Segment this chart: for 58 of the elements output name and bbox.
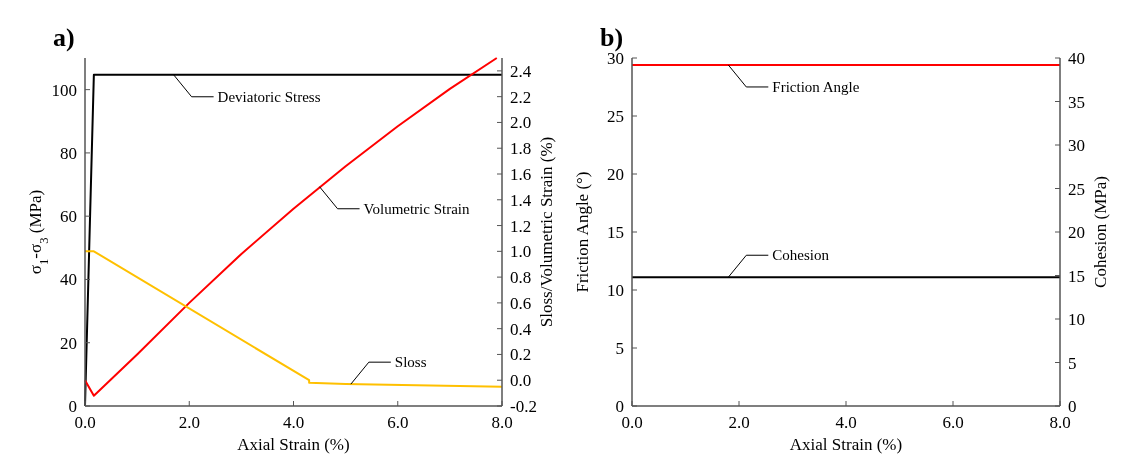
y-tick-label: 25	[607, 107, 624, 126]
annotation: Volumetric Strain	[363, 200, 471, 217]
y2-tick-label: 5	[1068, 353, 1077, 373]
y2-axis-title: Cohesion (MPa)	[1091, 176, 1110, 288]
annotation: Cohesion	[772, 247, 830, 264]
y2-tick-label: 1.4	[510, 190, 532, 210]
annotation: Deviatoric Stress	[217, 88, 321, 105]
y2-tick-label: -0.2	[510, 397, 537, 416]
line-series	[84, 250, 503, 388]
y2-tick-label: 0.0	[510, 371, 532, 391]
x-axis-title: Axial Strain (%)	[237, 435, 350, 454]
y2-axis-title: Sloss/Volumetric Strain (%)	[537, 136, 556, 328]
x-tick-label: 6.0	[387, 413, 409, 432]
y-tick-label: 0	[615, 397, 624, 416]
y2-tick-label: 35	[1068, 92, 1085, 112]
y2-tick-label: 40	[1068, 49, 1085, 68]
y2-tick-label: 30	[1068, 136, 1085, 155]
y2-tick-label: 1.0	[510, 242, 532, 262]
x-tick-label: 2.0	[178, 413, 200, 432]
x-tick-label: 2.0	[728, 413, 750, 432]
chart-title: b)	[600, 23, 624, 52]
y2-tick-label: 15	[1068, 266, 1085, 286]
x-tick-label: 0.0	[74, 413, 96, 432]
y2-tick-label: 2.4	[510, 61, 532, 81]
x-tick-label: 8.0	[491, 413, 513, 432]
y-tick-label: 15	[607, 223, 624, 242]
y-tick-label: 20	[60, 333, 77, 353]
y2-tick-label: 10	[1068, 310, 1085, 329]
x-axis-title: Axial Strain (%)	[789, 435, 903, 454]
y-tick-label: 0	[68, 397, 77, 416]
y-tick-label: 20	[607, 165, 624, 184]
y-tick-label: 10	[607, 281, 624, 300]
y-axis-title: Friction Angle (°)	[573, 171, 592, 293]
y2-tick-label: 0.6	[510, 293, 532, 313]
x-tick-label: 4.0	[282, 413, 305, 432]
y-tick-label: 80	[60, 143, 77, 163]
annotation: Sloss	[394, 354, 427, 371]
y2-tick-label: 1.2	[510, 216, 532, 236]
y2-tick-label: 1.6	[510, 165, 532, 184]
y2-tick-label: 0.8	[510, 268, 532, 288]
y2-tick-label: 0.2	[510, 345, 532, 365]
y2-tick-label: 25	[1068, 179, 1085, 199]
annotation: Friction Angle	[772, 78, 860, 95]
x-tick-label: 4.0	[835, 413, 857, 432]
y2-tick-label: 20	[1068, 223, 1085, 242]
y2-tick-label: 2.0	[510, 113, 532, 133]
y-tick-label: 60	[60, 207, 77, 227]
chart-title: a)	[53, 23, 75, 52]
x-tick-label: 8.0	[1049, 413, 1071, 432]
y-tick-label: 40	[60, 270, 77, 290]
x-tick-label: 0.0	[621, 413, 643, 432]
y-tick-label: 5	[615, 339, 624, 358]
y2-tick-label: 2.2	[510, 87, 532, 107]
y2-tick-label: 1.8	[510, 139, 532, 159]
x-tick-label: 6.0	[942, 413, 964, 432]
y-tick-label: 100	[51, 80, 77, 100]
y2-tick-label: 0.4	[510, 319, 532, 339]
y2-tick-label: 0	[1068, 397, 1077, 416]
